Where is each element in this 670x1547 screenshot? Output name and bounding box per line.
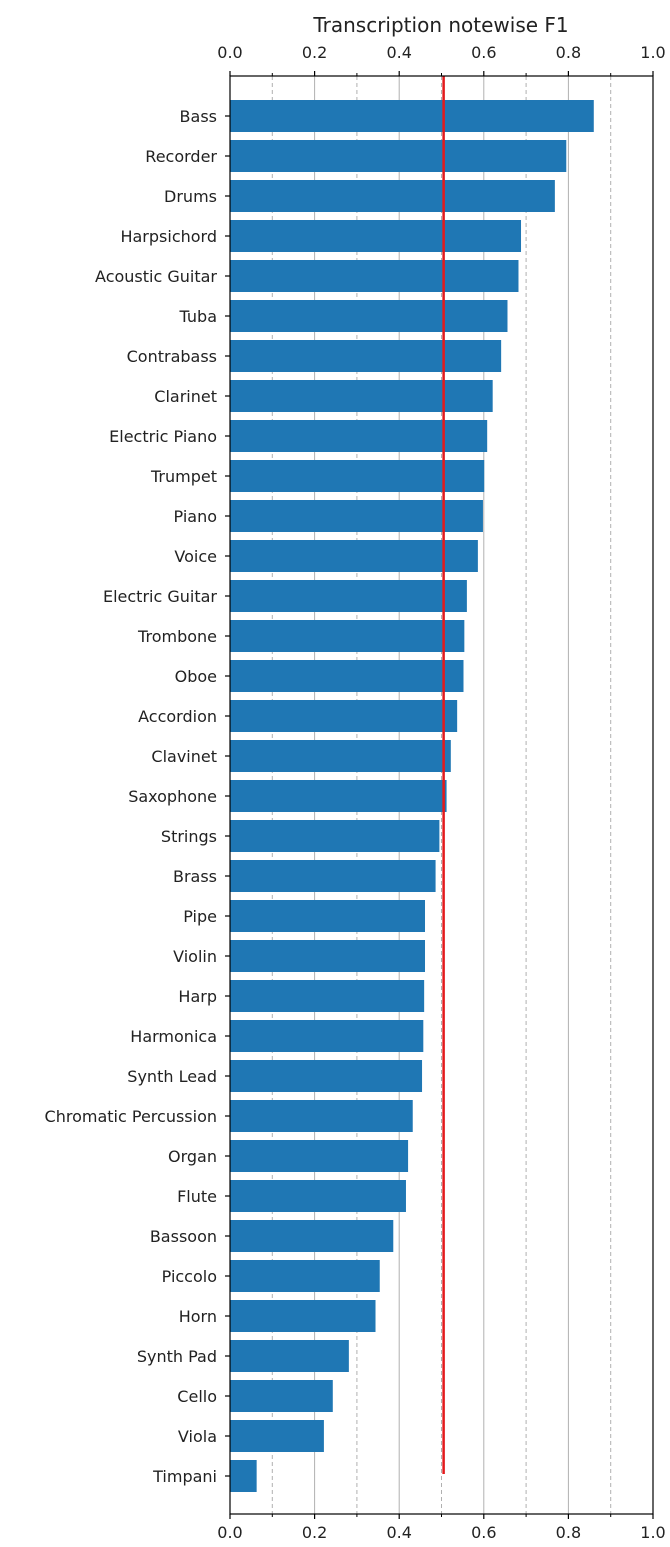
category-label: Saxophone [128, 787, 217, 806]
bar [230, 700, 458, 732]
category-label: Piano [174, 507, 217, 526]
bar [230, 220, 522, 252]
bar [230, 100, 594, 132]
category-label: Timpani [152, 1467, 217, 1486]
bar [230, 1260, 380, 1292]
category-label: Strings [161, 827, 217, 846]
category-label: Bassoon [150, 1227, 217, 1246]
x-tick-label-bottom: 0.4 [386, 1523, 411, 1542]
bar [230, 1220, 394, 1252]
bar [230, 180, 555, 212]
category-label: Brass [173, 867, 217, 886]
category-label: Synth Lead [127, 1067, 217, 1086]
bar [230, 740, 451, 772]
x-tick-label-bottom: 0.6 [471, 1523, 496, 1542]
bar [230, 1380, 333, 1412]
plot-frame [229, 75, 654, 1515]
bar [230, 1300, 376, 1332]
bar [230, 820, 440, 852]
bar [230, 540, 478, 572]
x-tick-label-top: 1.0 [640, 43, 665, 62]
category-label: Cello [177, 1387, 217, 1406]
bar [230, 620, 465, 652]
bar [230, 660, 464, 692]
category-label: Trombone [137, 627, 217, 646]
bar [230, 380, 493, 412]
category-label: Recorder [145, 147, 217, 166]
bar [230, 1420, 324, 1452]
chart-title: Transcription notewise F1 [312, 13, 568, 37]
x-tick-label-bottom: 0.8 [556, 1523, 581, 1542]
category-label: Piccolo [162, 1267, 217, 1286]
category-label: Organ [168, 1147, 217, 1166]
bar [230, 940, 426, 972]
category-label: Clavinet [151, 747, 217, 766]
bar [230, 1020, 424, 1052]
x-tick-label-top: 0.0 [217, 43, 242, 62]
bar [230, 1100, 413, 1132]
category-label: Pipe [183, 907, 217, 926]
x-tick-label-top: 0.6 [471, 43, 496, 62]
x-tick-label-top: 0.2 [302, 43, 327, 62]
bar [230, 1060, 423, 1092]
category-label: Harmonica [130, 1027, 217, 1046]
x-tick-label-bottom: 0.2 [302, 1523, 327, 1542]
bar [230, 980, 425, 1012]
x-tick-label-top: 0.8 [556, 43, 581, 62]
category-labels: Bass Recorder Drums Harpsichord Acoustic Gui… [45, 107, 230, 1486]
category-label: Synth Pad [137, 1347, 217, 1366]
category-label: Harp [178, 987, 217, 1006]
category-label: Drums [164, 187, 217, 206]
category-label: Flute [177, 1187, 217, 1206]
category-label: Bass [180, 107, 217, 126]
category-label: Accordion [138, 707, 217, 726]
x-tick-label-top: 0.4 [386, 43, 411, 62]
x-axis-ticks: 0.0 0.0 0.2 0.2 0.4 0.4 0.6 0.6 0.8 0.8 1.0 1.0 [217, 43, 665, 1542]
bar [230, 420, 488, 452]
bars [230, 100, 594, 1492]
category-label: Electric Guitar [103, 587, 217, 606]
bar [230, 1140, 409, 1172]
bar [230, 900, 426, 932]
bar [230, 1180, 406, 1212]
category-label: Contrabass [127, 347, 217, 366]
category-label: Voice [174, 547, 217, 566]
category-label: Electric Piano [109, 427, 217, 446]
category-label: Acoustic Guitar [95, 267, 217, 286]
bar [230, 260, 519, 292]
category-label: Violin [173, 947, 217, 966]
bar [230, 860, 436, 892]
x-tick-label-bottom: 0.0 [217, 1523, 242, 1542]
bar [230, 1460, 257, 1492]
category-label: Trumpet [150, 467, 217, 486]
category-label: Tuba [179, 307, 217, 326]
bar [230, 780, 447, 812]
bar [230, 340, 502, 372]
category-label: Chromatic Percussion [45, 1107, 217, 1126]
bar [230, 300, 508, 332]
category-label: Oboe [175, 667, 217, 686]
category-label: Viola [178, 1427, 217, 1446]
category-label: Horn [179, 1307, 217, 1326]
category-label: Clarinet [154, 387, 217, 406]
bar [230, 580, 467, 612]
bar [230, 140, 567, 172]
bar [230, 1340, 349, 1372]
bar [230, 500, 483, 532]
x-tick-label-bottom: 1.0 [640, 1523, 665, 1542]
category-label: Harpsichord [120, 227, 217, 246]
bar [230, 460, 485, 492]
